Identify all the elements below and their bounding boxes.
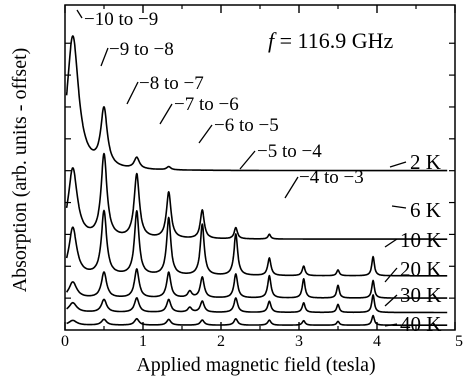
transition-label: −8 to −7 (139, 73, 204, 94)
x-tick-label: 0 (61, 333, 69, 350)
series-label-20k: 20 K (400, 257, 441, 281)
annotation-leader (284, 176, 299, 199)
series-label-leader (384, 294, 398, 307)
frequency-label: f = 116.9 GHz (268, 28, 393, 53)
x-tick-label: 5 (455, 333, 463, 350)
transition-label: −5 to −4 (257, 141, 322, 162)
series-line-2k (65, 35, 448, 172)
x-tick-label: 2 (217, 333, 225, 350)
annotation-layer (76, 9, 407, 327)
annotation-leader (159, 103, 173, 125)
series-label-leader (389, 161, 407, 168)
series-line-6k (65, 152, 448, 240)
series-layer (65, 35, 448, 327)
frequency-value: = 116.9 GHz (274, 28, 393, 53)
transition-label: −10 to −9 (84, 9, 158, 30)
series-label-leader (391, 205, 407, 209)
series-label-40k: 40 K (400, 312, 441, 336)
plot-frame-layer (64, 4, 456, 331)
series-line-10k (65, 209, 448, 277)
series-label-30k: 30 K (400, 283, 441, 307)
annotation-leader (239, 150, 256, 170)
transition-label: −6 to −5 (214, 115, 279, 136)
transition-label: −9 to −8 (109, 39, 174, 60)
series-line-30k (66, 294, 448, 314)
series-label-2k: 2 K (410, 150, 441, 174)
series-line-20k (65, 268, 448, 299)
series-label-leader (384, 323, 398, 327)
transition-label: −7 to −6 (174, 94, 239, 115)
x-tick-label: 4 (373, 333, 381, 350)
frequency-symbol: f (268, 28, 277, 53)
series-label-10k: 10 K (400, 228, 441, 252)
annotation-leader (198, 124, 213, 144)
annotation-leader (100, 47, 109, 67)
y-axis-label: Absorption (arb. units - offset) (9, 48, 31, 293)
transition-label: −4 to −3 (299, 167, 364, 188)
x-tick-label: 1 (139, 333, 147, 350)
series-label-6k: 6 K (410, 198, 441, 222)
annotation-leader (126, 81, 139, 105)
x-axis-label: Applied magnetic field (tesla) (136, 354, 375, 376)
series-label-leader (384, 267, 398, 283)
annotation-leader (76, 9, 83, 19)
series-label-leader (384, 238, 398, 248)
series-line-40k (66, 314, 448, 327)
x-tick-label: 3 (295, 333, 303, 350)
